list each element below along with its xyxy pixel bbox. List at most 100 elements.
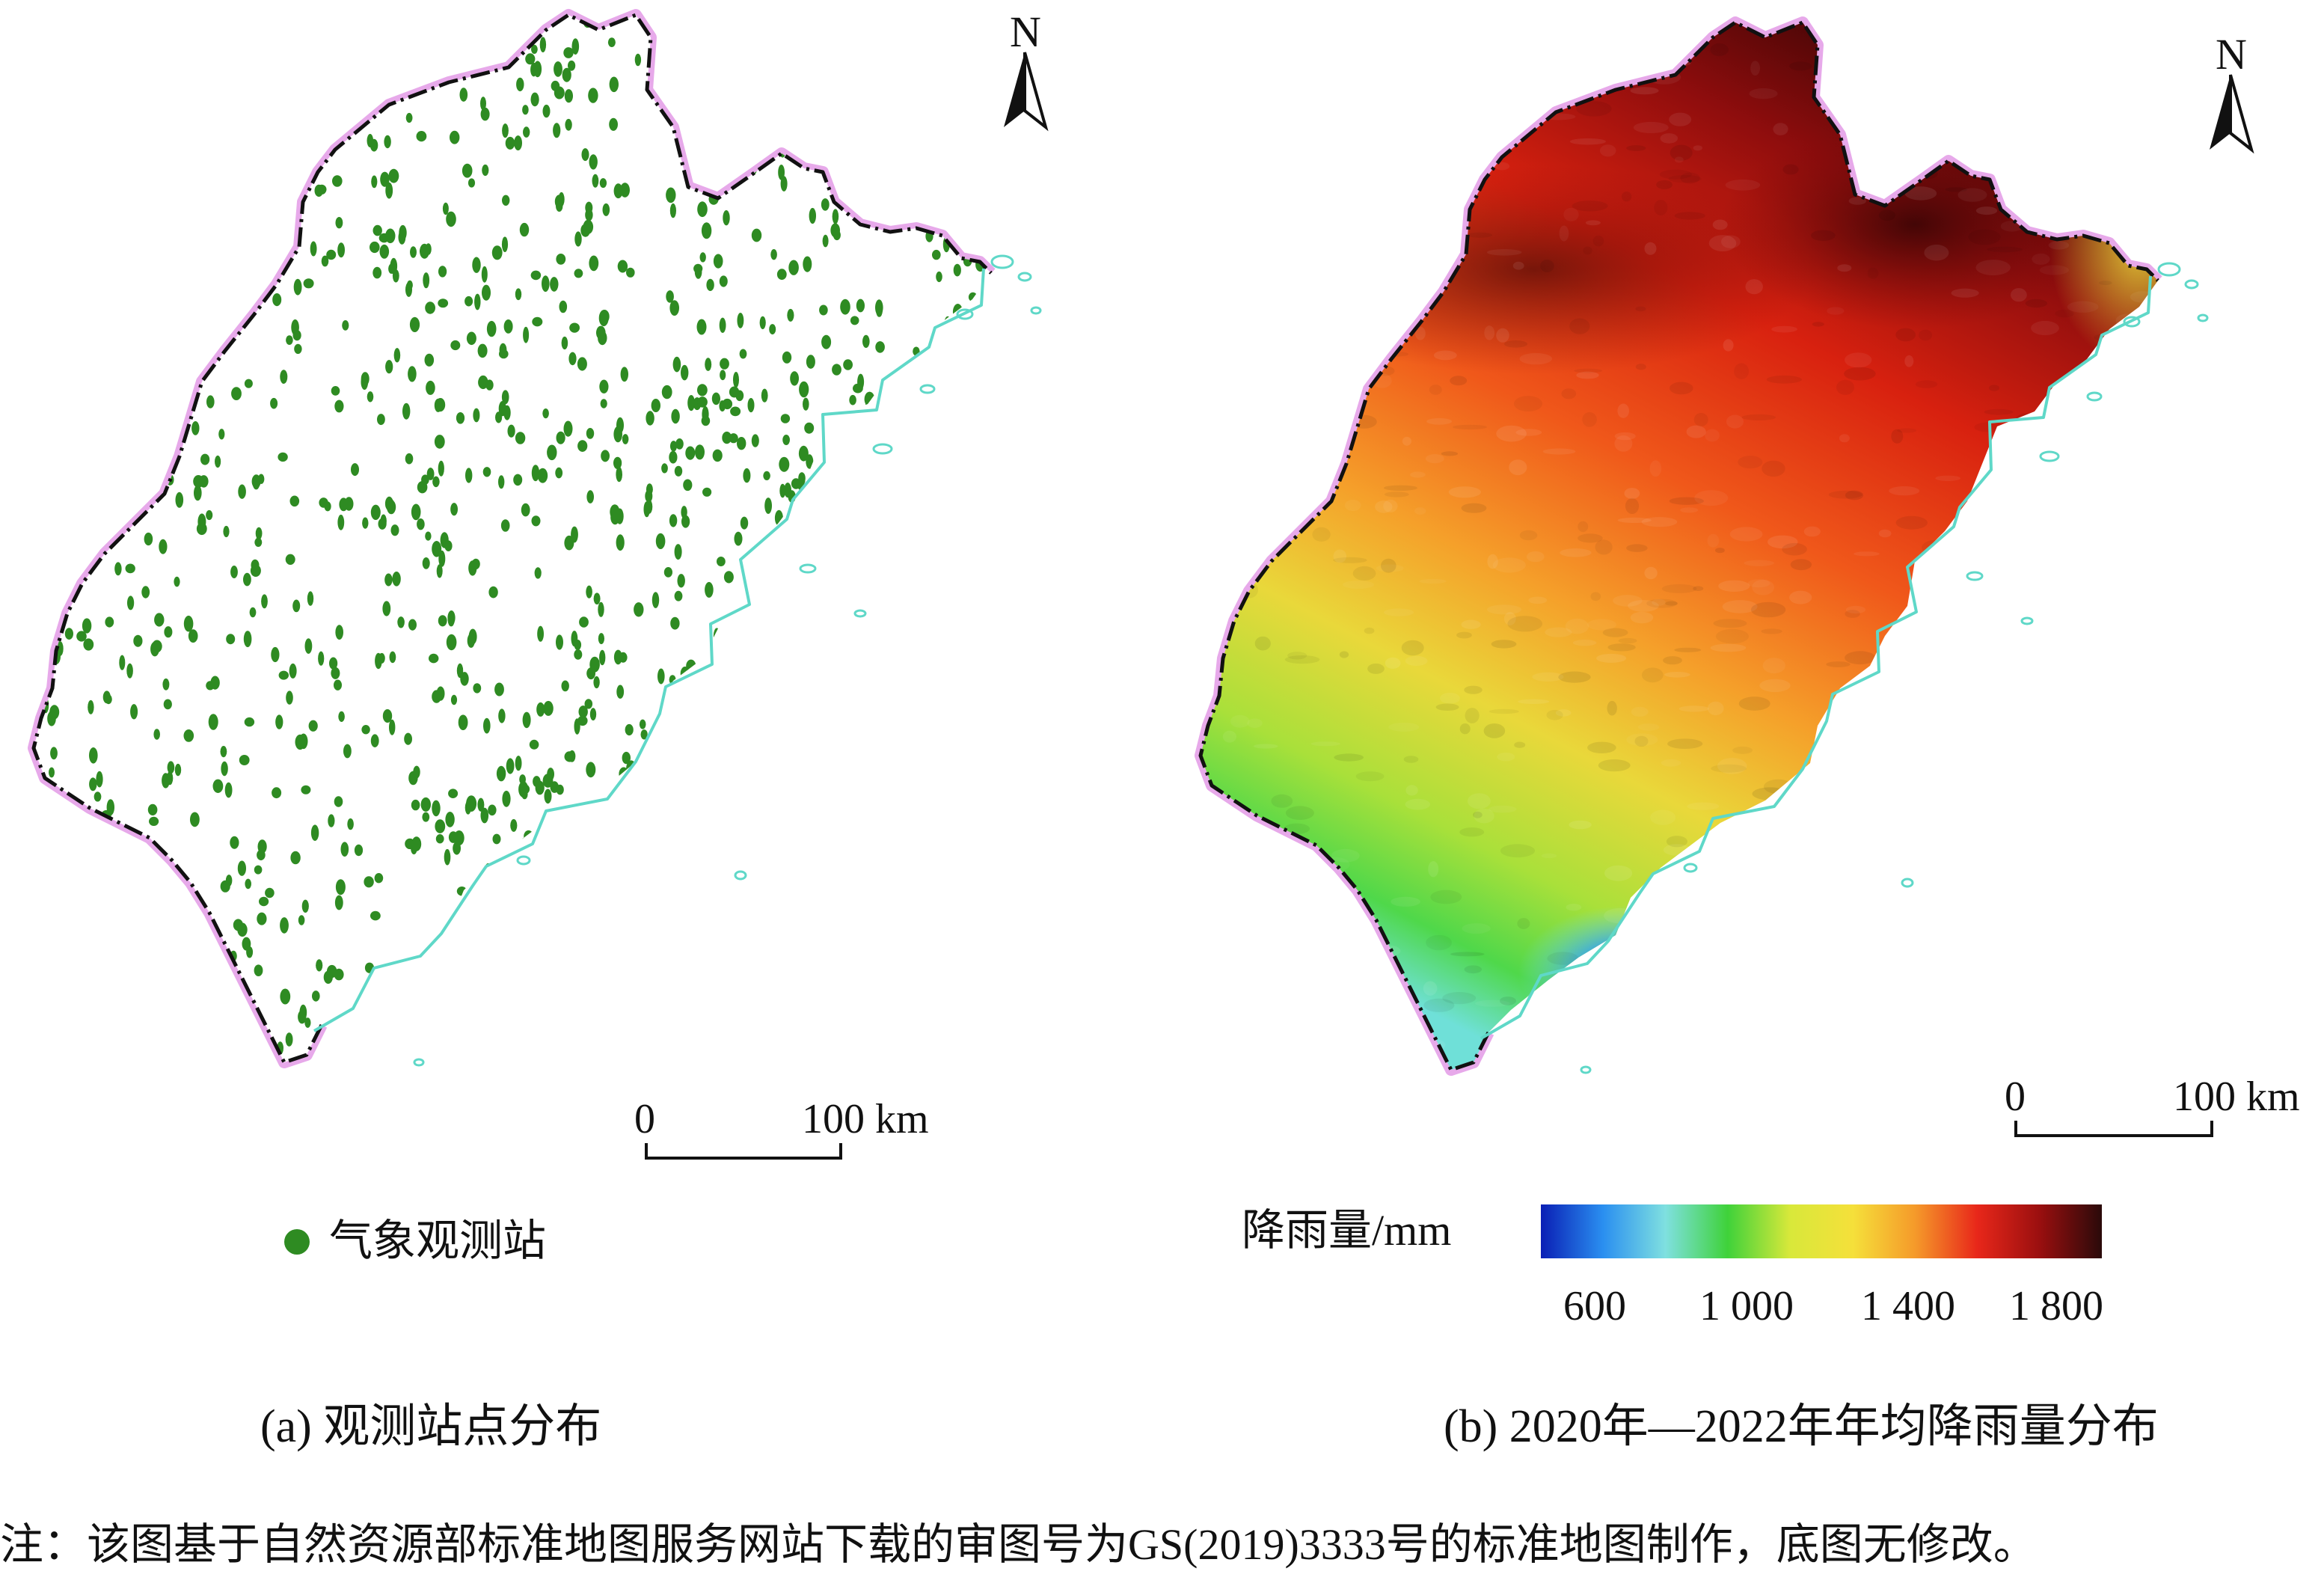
station-dot — [661, 463, 668, 474]
station-dot — [438, 298, 449, 308]
station-dot — [537, 625, 544, 642]
station-dot — [424, 353, 435, 367]
station-dot — [523, 919, 533, 931]
station-dot — [932, 249, 941, 260]
station-dot — [288, 52, 297, 69]
station-dot — [55, 147, 64, 159]
station-dot — [617, 260, 628, 273]
station-dot — [529, 1043, 537, 1054]
station-dot — [47, 435, 56, 453]
station-dot — [699, 139, 708, 155]
station-dot — [634, 602, 644, 617]
station-dot — [127, 263, 135, 279]
station-dot — [686, 659, 696, 673]
station-dot — [343, 744, 352, 759]
station-dot — [331, 667, 340, 679]
station-dot — [734, 531, 743, 546]
station-dot — [149, 816, 159, 826]
station-dot — [370, 241, 380, 254]
station-dot — [963, 545, 973, 557]
station-dot — [786, 845, 795, 856]
station-dot — [410, 246, 417, 258]
station-dot — [290, 851, 301, 865]
station-dot — [554, 917, 564, 931]
station-dot — [936, 124, 947, 141]
station-dot — [977, 64, 988, 75]
station-dot — [239, 138, 247, 152]
station-dot — [588, 88, 598, 103]
station-dot — [555, 467, 563, 479]
station-dot — [450, 340, 461, 351]
station-dot — [539, 37, 547, 52]
station-dot — [76, 225, 87, 238]
station-dot — [514, 952, 523, 964]
station-dot — [601, 949, 611, 967]
station-dot — [153, 729, 160, 740]
station-dot — [233, 919, 243, 931]
station-dot — [951, 57, 962, 72]
station-dot — [183, 916, 191, 926]
station-dot — [768, 40, 776, 56]
station-dot — [750, 600, 758, 610]
station-dot — [482, 164, 489, 177]
station-dot — [123, 455, 132, 466]
station-dot — [868, 957, 879, 973]
station-dot — [465, 296, 473, 307]
station-dot — [722, 398, 733, 410]
station-dot — [818, 1067, 824, 1080]
station-dot — [132, 990, 141, 1006]
station-dot — [61, 899, 73, 909]
station-dot — [523, 126, 530, 138]
station-dot — [843, 49, 853, 61]
station-dot — [543, 700, 554, 716]
station-dot — [173, 192, 183, 203]
station-dot — [479, 957, 487, 968]
station-dot — [729, 108, 737, 119]
station-dot — [229, 1041, 239, 1056]
station-dot — [959, 328, 966, 340]
station-dot — [308, 720, 318, 732]
station-dot — [678, 684, 689, 698]
station-dot — [153, 89, 162, 101]
station-dot — [518, 889, 528, 901]
station-dot — [743, 468, 751, 483]
station-dot — [485, 868, 493, 883]
station-dot — [435, 960, 443, 971]
station-dot — [331, 386, 340, 396]
station-dot — [259, 896, 269, 907]
station-dot — [669, 203, 677, 218]
station-dot — [613, 649, 622, 665]
station-dot — [875, 341, 885, 353]
station-dot — [266, 26, 272, 43]
station-dot — [519, 774, 526, 785]
station-dot — [444, 540, 453, 551]
station-dot — [564, 845, 574, 860]
station-dot — [292, 330, 301, 341]
station-dot — [41, 349, 51, 364]
station-dot — [706, 278, 714, 291]
station-dot — [367, 134, 374, 147]
station-dot — [298, 915, 305, 925]
station-dot — [119, 655, 126, 670]
station-dot — [589, 656, 600, 673]
station-dot — [571, 38, 580, 55]
station-dot — [190, 286, 200, 301]
station-dot — [921, 744, 931, 756]
station-dot — [886, 884, 895, 895]
station-dot — [549, 1044, 558, 1061]
station-dot — [848, 744, 859, 756]
station-dot — [994, 128, 1003, 142]
station-dot — [180, 248, 188, 263]
station-dot — [871, 702, 881, 714]
station-dot — [226, 634, 236, 645]
station-dot — [257, 15, 264, 27]
station-dot — [930, 565, 937, 581]
station-dot — [293, 278, 302, 296]
station-dot — [875, 736, 882, 749]
station-dot — [843, 533, 850, 548]
station-dot — [221, 761, 228, 777]
station-dot — [856, 117, 865, 134]
station-dot — [286, 335, 293, 345]
coastline — [1480, 275, 2152, 1040]
station-dot — [996, 566, 1003, 576]
